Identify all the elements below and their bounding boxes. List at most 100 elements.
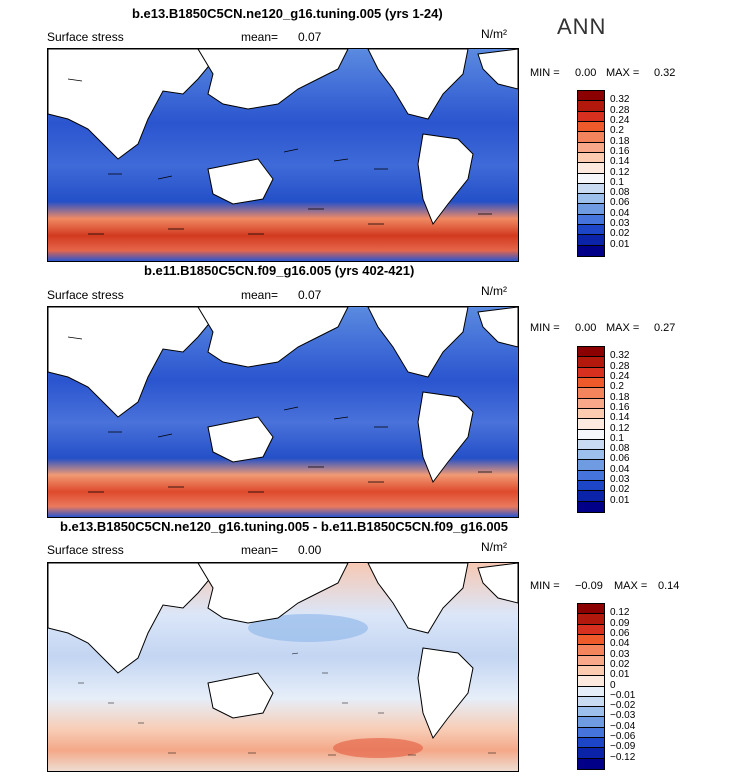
colorbar-swatch [578, 163, 604, 174]
colorbar-label: 0.01 [610, 494, 630, 506]
colorbar-swatch [578, 388, 604, 399]
panel-3-asia [197, 563, 349, 624]
colorbar-label: 0.06 [610, 197, 630, 209]
colorbar-swatch [578, 111, 604, 122]
colorbar-swatch [578, 357, 604, 368]
panel-2-asia [197, 307, 349, 368]
panel-2-max-value: 0.27 [654, 322, 676, 334]
colorbar-label: 0.28 [610, 104, 630, 116]
colorbar-label: 0.01 [610, 669, 630, 681]
colorbar-swatch [578, 645, 604, 656]
panel-1-asia [197, 49, 349, 110]
colorbar-label: 0.09 [610, 617, 630, 629]
panel-1-max-label: MAX = [606, 67, 640, 79]
panel-2-map-svg [48, 307, 518, 517]
season-label: ANN [557, 14, 607, 39]
colorbar-label: 0.06 [610, 453, 630, 465]
colorbar-label: 0.12 [610, 166, 630, 178]
colorbar-swatch [578, 152, 604, 164]
colorbar-swatch [578, 470, 604, 482]
colorbar-swatch [578, 460, 604, 471]
colorbar-swatch [578, 501, 604, 512]
panel-3-australia [207, 672, 274, 719]
panel-2-north-america [367, 307, 469, 378]
panel-3-min-value: −0.09 [575, 580, 603, 592]
panel-1-south-america [417, 133, 474, 226]
colorbar-label: 0.06 [610, 627, 630, 639]
colorbar-label: 0.18 [610, 391, 630, 403]
colorbar-label: 0.02 [610, 484, 630, 496]
panel-3-units: N/m² [481, 540, 507, 554]
colorbar-label: 0.02 [610, 658, 630, 670]
panel-1-max-value: 0.32 [654, 67, 676, 79]
colorbar-label: −0.02 [610, 700, 636, 712]
colorbar-swatch [578, 204, 604, 215]
colorbar-label: −0.04 [610, 720, 636, 732]
panel-3-negative-anomaly [248, 614, 368, 642]
colorbar-label: 0.04 [610, 638, 630, 650]
colorbar-swatch [578, 367, 604, 378]
colorbar-label: 0.1 [610, 432, 624, 444]
panel-3-positive-anomaly [333, 738, 423, 758]
colorbar-swatch [578, 408, 604, 420]
colorbar-swatch [578, 624, 604, 635]
colorbar-swatch [578, 121, 604, 133]
panel-2-australia [207, 416, 274, 463]
panel-2-variable: Surface stress [47, 288, 124, 302]
panel-1-vectors [67, 78, 492, 235]
colorbar-swatch [578, 398, 604, 409]
colorbar-swatch [578, 419, 604, 430]
colorbar-swatch [578, 634, 604, 646]
colorbar-label: −0.12 [610, 751, 636, 763]
panel-1-mean-label: mean= [241, 30, 279, 44]
panel-2-mean-value: 0.07 [298, 288, 322, 302]
colorbar-label: 0.04 [610, 463, 630, 475]
colorbar-swatch [578, 676, 604, 687]
panel-3-north-america [367, 563, 469, 634]
colorbar-swatch [578, 707, 604, 718]
colorbar-label: 0.2 [610, 125, 624, 137]
panel-3-variable: Surface stress [47, 543, 124, 557]
colorbar-swatch [578, 347, 604, 358]
colorbar-label: 0.12 [610, 607, 630, 619]
colorbar-swatch [578, 614, 604, 625]
panel-1-north-america [367, 49, 469, 120]
colorbar-swatch [578, 481, 604, 492]
colorbar-label: 0.28 [610, 360, 630, 372]
colorbar-swatch [578, 225, 604, 236]
colorbar-label: 0.1 [610, 176, 624, 188]
panel-1-colorbar [577, 90, 605, 257]
panel-3-min-label: MIN = [530, 580, 560, 592]
colorbar-swatch [578, 142, 604, 153]
colorbar-label: 0.16 [610, 145, 630, 157]
panel-3-max-value: 0.14 [658, 580, 680, 592]
panel-2-min-label: MIN = [530, 322, 560, 334]
colorbar-label: 0.03 [610, 474, 630, 486]
colorbar-swatch [578, 655, 604, 666]
colorbar-swatch [578, 727, 604, 739]
panel-1-mean-value: 0.07 [298, 30, 322, 44]
colorbar-label: 0.08 [610, 443, 630, 455]
colorbar-label: 0.03 [610, 218, 630, 230]
colorbar-swatch [578, 245, 604, 256]
colorbar-swatch [578, 235, 604, 246]
panel-2-colorbar [577, 346, 605, 513]
colorbar-swatch [578, 132, 604, 143]
colorbar-label: 0.04 [610, 207, 630, 219]
colorbar-swatch [578, 194, 604, 205]
colorbar-swatch [578, 717, 604, 728]
colorbar-label: 0.03 [610, 648, 630, 660]
colorbar-label: 0.18 [610, 135, 630, 147]
panel-2-min-value: 0.00 [575, 322, 597, 334]
panel-1-map-svg [48, 49, 518, 261]
panel-2-land [48, 307, 518, 484]
panel-2-mean-label: mean= [241, 288, 279, 302]
colorbar-swatch [578, 450, 604, 461]
colorbar-label: 0 [610, 679, 616, 691]
colorbar-swatch [578, 665, 604, 677]
colorbar-label: 0.12 [610, 422, 630, 434]
colorbar-swatch [578, 604, 604, 615]
colorbar-label: −0.03 [610, 710, 636, 722]
panel-1-map [47, 48, 519, 262]
panel-2-europe [477, 307, 518, 348]
